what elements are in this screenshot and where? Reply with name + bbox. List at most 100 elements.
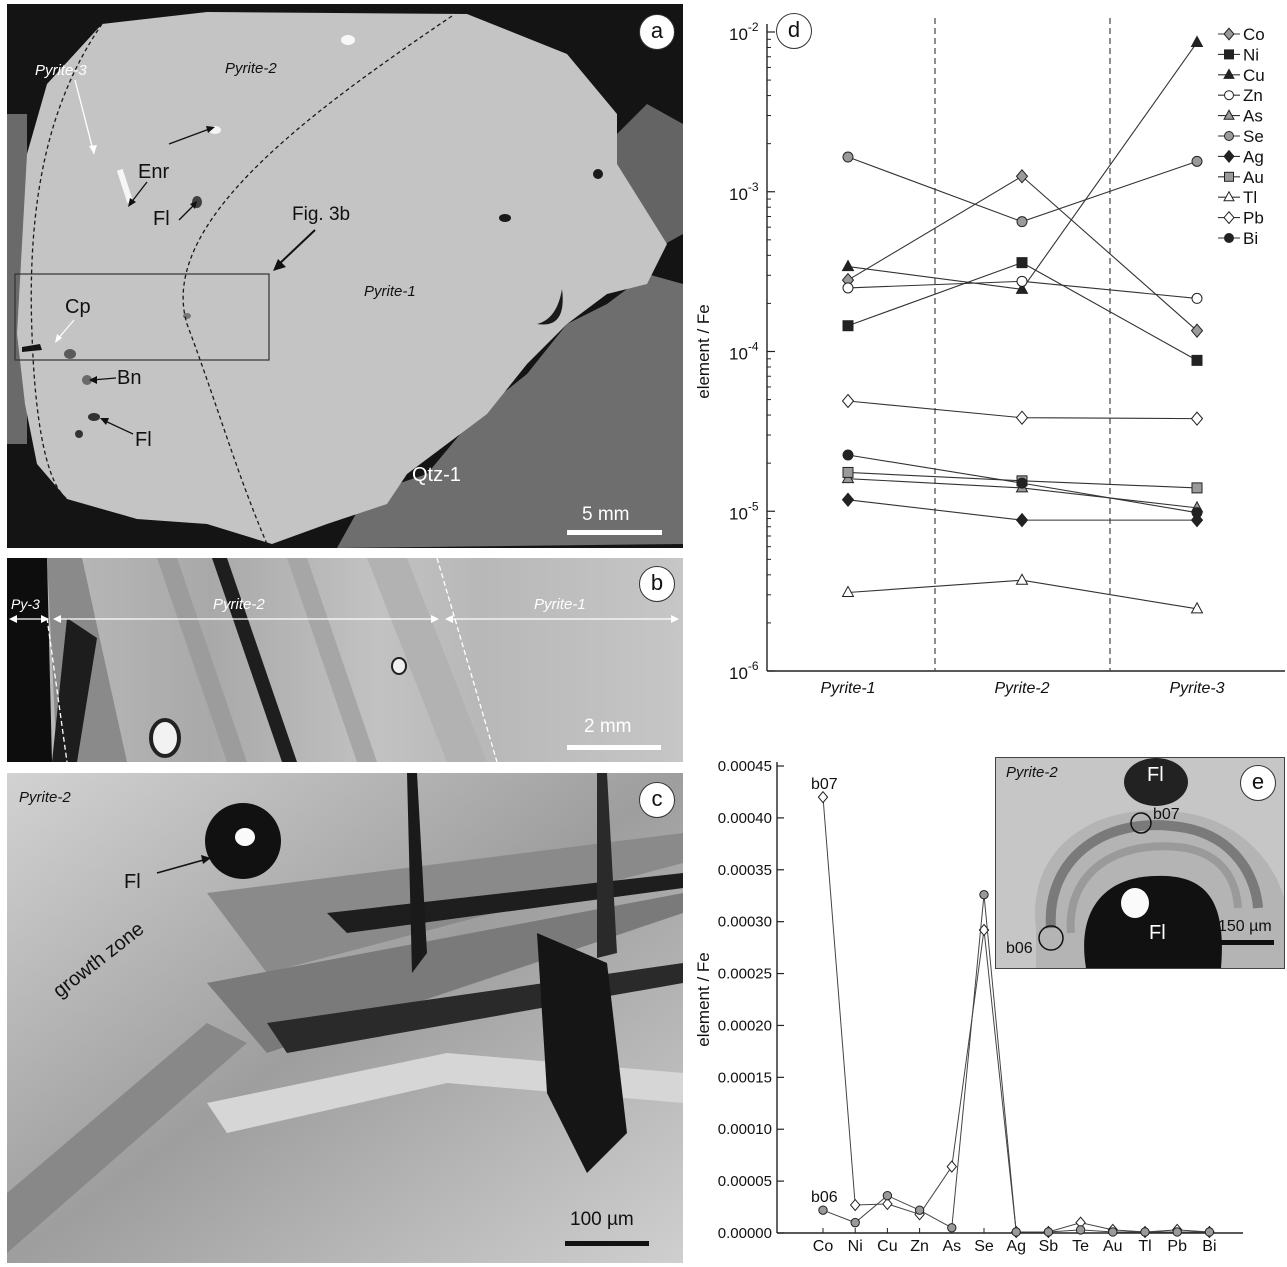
panel-e-inset-image: Pyrite-2 Fl Fl b07 b06 150 µm e: [995, 757, 1285, 969]
label-py-3: Py-3: [11, 596, 40, 612]
label-fl-e-center: Fl: [1149, 922, 1166, 944]
label-fig-3b: Fig. 3b: [292, 204, 351, 225]
point-tl: [1190, 601, 1204, 614]
y-tick-exp-d: -3: [748, 180, 759, 194]
point-b06: [914, 1205, 925, 1215]
point-cu: [1015, 282, 1029, 294]
x-tick-label-e: Zn: [910, 1238, 929, 1255]
legend-label-au: Au: [1243, 168, 1264, 187]
point-b06: [1172, 1227, 1182, 1237]
point-au: [842, 466, 854, 478]
point-b06: [1075, 1225, 1086, 1235]
point-tl: [1015, 573, 1029, 585]
y-tick-label-e: 0.00030: [718, 914, 772, 931]
legend-label-zn: Zn: [1243, 86, 1263, 105]
series-line-co: [847, 175, 1198, 332]
point-b07: [849, 1198, 861, 1212]
legend-label-tl: Tl: [1243, 188, 1257, 207]
x-tick-label-e: Ag: [1006, 1238, 1026, 1255]
label-pyrite-2-b: Pyrite-2: [213, 596, 265, 613]
legend-marker-pb: [1223, 210, 1235, 225]
legend-label-se: Se: [1243, 127, 1264, 146]
x-tick-label-e: Pb: [1167, 1238, 1187, 1255]
point-b06: [1011, 1227, 1021, 1237]
panel-b-image: Py-3 Pyrite-2 Pyrite-1 2 mm b: [7, 558, 683, 762]
panel-letter-d: d: [776, 13, 812, 49]
point-tl: [841, 585, 855, 598]
point-pb: [1015, 410, 1029, 425]
y-tick-label-e: 0.00045: [718, 758, 772, 775]
label-fl-lower: Fl: [135, 429, 152, 451]
y-tick-exp-d: -4: [748, 340, 759, 354]
point-bi: [1191, 507, 1203, 519]
point-b06: [882, 1190, 893, 1201]
panel-c-image: Pyrite-2 Fl growth zone 100 µm c: [7, 773, 683, 1263]
legend-label-pb: Pb: [1243, 209, 1264, 228]
y-tick-label-d: 10-6: [729, 659, 759, 683]
point-b06: [1043, 1227, 1054, 1237]
x-tick-label-e: Au: [1103, 1238, 1123, 1255]
point-ni: [842, 320, 854, 332]
point-ni: [1016, 257, 1028, 269]
label-pyrite-3: Pyrite-3: [35, 62, 87, 79]
point-bi: [1016, 477, 1028, 489]
point-b06: [850, 1217, 860, 1228]
y-tick-label-d: 10-5: [729, 499, 759, 523]
point-co: [1190, 323, 1204, 338]
point-b06: [979, 889, 989, 900]
legend-marker-tl: [1223, 190, 1235, 202]
point-cu: [841, 259, 855, 272]
series-label-b06: b06: [811, 1189, 838, 1206]
x-tick-label-e: Bi: [1202, 1238, 1216, 1255]
x-tick-label-e: Co: [813, 1238, 834, 1255]
scale-label-c: 100 µm: [570, 1209, 634, 1230]
x-tick-label-e: Se: [974, 1238, 994, 1255]
point-b07: [946, 1160, 958, 1173]
panel-a-image: Pyrite-3 Pyrite-2 Pyrite-1 Enr Fl Fig. 3…: [7, 4, 683, 548]
point-pb: [841, 393, 855, 409]
legend-marker-ni: [1224, 49, 1234, 60]
y-tick-label-e: 0.00035: [718, 862, 772, 879]
series-line-cu: [847, 42, 1198, 290]
point-b06: [1108, 1227, 1118, 1237]
point-au: [1191, 482, 1203, 494]
y-tick-label-e: 0.00025: [718, 966, 772, 983]
label-pyrite-2: Pyrite-2: [225, 60, 277, 77]
point-b07: [882, 1197, 893, 1211]
y-tick-label-d: 10-2: [729, 20, 759, 44]
label-pyrite-2-c: Pyrite-2: [19, 789, 71, 806]
label-fl-upper: Fl: [153, 208, 170, 230]
x-tick-label-e: Tl: [1138, 1238, 1151, 1255]
point-ni: [1191, 354, 1203, 366]
label-cp: Cp: [65, 296, 91, 318]
chart-e: 0.00000 0.00005 0.00010 0.00015 0.00020 0.000…: [694, 758, 1243, 1255]
point-b06: [1204, 1227, 1215, 1237]
y-tick-label-e: 0.00005: [718, 1173, 772, 1190]
label-qtz-1: Qtz-1: [412, 464, 461, 486]
legend-marker-cu: [1223, 68, 1235, 79]
scale-label-a: 5 mm: [582, 504, 630, 525]
point-zn: [1016, 275, 1028, 287]
legend-label-co: Co: [1243, 25, 1265, 44]
point-pb: [1190, 411, 1204, 426]
point-ag: [841, 492, 855, 508]
x-tick-label-d: Pyrite-1: [820, 680, 875, 697]
x-tick-label-e: Cu: [877, 1238, 897, 1255]
series-line-se: [847, 156, 1198, 223]
y-axis-label-d: element / Fe: [694, 304, 713, 399]
y-tick-label-d: 10-3: [729, 180, 759, 204]
y-tick-exp-d: -6: [748, 659, 759, 673]
label-b06-inset: b06: [1006, 940, 1033, 957]
y-tick-label-e: 0.00015: [718, 1069, 772, 1086]
y-tick-exp-d: -2: [748, 20, 759, 34]
legend-label-as: As: [1243, 107, 1263, 126]
point-zn: [842, 282, 854, 294]
legend-label-ag: Ag: [1243, 147, 1264, 166]
label-fl-c: Fl: [124, 871, 141, 893]
point-bi: [842, 449, 854, 461]
y-tick-label-e: 0.00000: [718, 1225, 772, 1242]
point-se: [1191, 155, 1203, 167]
legend-label-cu: Cu: [1243, 66, 1265, 85]
y-tick-label-e: 0.00040: [718, 810, 772, 827]
legend-label-bi: Bi: [1243, 229, 1258, 248]
